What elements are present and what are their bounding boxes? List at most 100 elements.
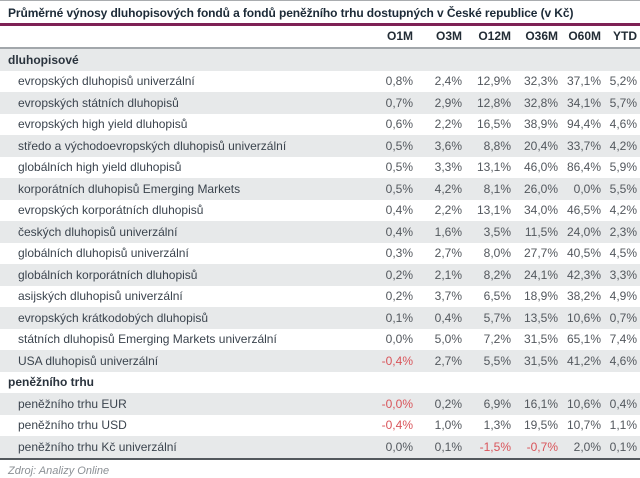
value-cell: 4,2% <box>609 203 637 218</box>
value-cell: 86,4% <box>566 160 601 175</box>
value-cell: 10,6% <box>561 307 604 329</box>
value-cell: 0,5% <box>364 135 416 157</box>
row-label: českých dluhopisů univerzální <box>0 221 364 243</box>
value-cell: 5,7% <box>465 307 514 329</box>
value-cell: 8,0% <box>483 246 511 261</box>
value-cell: 8,8% <box>465 135 514 157</box>
table-row: globálních korporátních dluhopisů 0,2% 2,1… <box>0 264 640 286</box>
value-cell: 12,9% <box>476 74 511 89</box>
value-cell: 5,0% <box>434 332 462 347</box>
value-cell: 37,1% <box>566 74 601 89</box>
column-header-o12m: O12M <box>465 26 514 49</box>
page-title: Průměrné výnosy dluhopisových fondů a fo… <box>0 1 640 26</box>
value-cell: 42,3% <box>561 264 604 286</box>
value-cell: 41,2% <box>561 350 604 372</box>
value-cell: 3,5% <box>465 221 514 243</box>
value-cell: 4,2% <box>604 135 640 157</box>
value-cell: 0,4% <box>364 221 416 243</box>
value-cell: 32,3% <box>523 74 558 89</box>
value-cell: -0,0% <box>364 393 416 415</box>
value-cell: 0,1% <box>604 436 640 458</box>
table-row: peněžního trhu EUR -0,0% 0,2% 6,9% 16,1% 10,6… <box>0 393 640 415</box>
table-row: asijských dluhopisů univerzální 0,2% 3,7% 6… <box>0 286 640 308</box>
row-label: USA dluhopisů univerzální <box>0 350 364 372</box>
value-cell: 3,6% <box>416 135 465 157</box>
value-cell: 2,1% <box>416 264 465 286</box>
row-label: peněžního trhu EUR <box>0 393 364 415</box>
value-cell: 7,2% <box>483 332 511 347</box>
column-header-o3m: O3M <box>416 26 465 49</box>
value-cell: -0,7% <box>514 436 561 458</box>
row-label: evropských krátkodobých dluhopisů <box>0 307 364 329</box>
value-cell: 2,2% <box>434 117 462 132</box>
value-cell: 1,1% <box>609 418 637 433</box>
value-cell: 13,1% <box>476 203 511 218</box>
value-cell: 0,4% <box>604 393 640 415</box>
row-label: peněžního trhu USD <box>18 418 127 433</box>
column-header-o36m: O36M <box>514 26 561 49</box>
value-cell: 34,0% <box>523 203 558 218</box>
value-cell: 0,5% <box>385 160 413 175</box>
row-label: korporátních dluhopisů Emerging Markets <box>0 178 364 200</box>
value-cell: 33,7% <box>561 135 604 157</box>
value-cell: 3,3% <box>434 160 462 175</box>
row-label: evropských high yield dluhopisů <box>18 117 188 132</box>
value-cell: 0,4% <box>385 203 413 218</box>
value-cell: 10,6% <box>561 393 604 415</box>
table-row: peněžního trhu Kč univerzální 0,0% 0,1% -1,… <box>0 436 640 458</box>
value-cell: 1,6% <box>416 221 465 243</box>
value-cell: 11,5% <box>514 221 561 243</box>
value-cell: 46,0% <box>523 160 558 175</box>
value-cell: 94,4% <box>566 117 601 132</box>
section-header-row: peněžního trhu <box>0 372 640 394</box>
table-header-row: O1M O3M O12M O36M O60M YTD <box>0 26 640 49</box>
table-row: globálních dluhopisů univerzální 0,3% 2,7%… <box>0 243 640 265</box>
row-label: evropských dluhopisů univerzální <box>18 74 195 89</box>
table-row: korporátních dluhopisů Emerging Markets 0… <box>0 178 640 200</box>
value-cell: 1,3% <box>483 418 511 433</box>
table-row: středo a východoevropských dluhopisů uni… <box>0 135 640 157</box>
returns-table: O1M O3M O12M O36M O60M YTD dluhopisové ev… <box>0 26 640 458</box>
value-cell: 0,2% <box>416 393 465 415</box>
table-bottom-rule <box>0 457 640 460</box>
value-cell: 26,0% <box>514 178 561 200</box>
value-cell: 38,9% <box>523 117 558 132</box>
value-cell: 0,0% <box>364 436 416 458</box>
value-cell: 5,7% <box>604 92 640 114</box>
value-cell: 0,1% <box>364 307 416 329</box>
value-cell: 31,5% <box>523 332 558 347</box>
source-note: Zdroj: Analizy Online <box>8 464 110 477</box>
value-cell: 2,4% <box>434 74 462 89</box>
value-cell: 4,5% <box>609 246 637 261</box>
value-cell: 40,5% <box>566 246 601 261</box>
column-header-ytd: YTD <box>604 26 640 49</box>
row-label: asijských dluhopisů univerzální <box>18 289 183 304</box>
value-cell: -0,4% <box>364 350 416 372</box>
value-cell: 2,3% <box>604 221 640 243</box>
value-cell: 16,1% <box>514 393 561 415</box>
value-cell: 0,2% <box>364 264 416 286</box>
value-cell: 5,2% <box>609 74 637 89</box>
value-cell: 8,1% <box>465 178 514 200</box>
value-cell: 0,3% <box>385 246 413 261</box>
table-row: evropských high yield dluhopisů 0,6% 2,2% 1… <box>0 114 640 136</box>
value-cell: 7,4% <box>609 332 637 347</box>
column-header-name <box>0 26 364 49</box>
value-cell: 2,2% <box>434 203 462 218</box>
value-cell: 27,7% <box>523 246 558 261</box>
value-cell: 13,1% <box>476 160 511 175</box>
value-cell: 19,5% <box>523 418 558 433</box>
table-row: peněžního trhu USD -0,4% 1,0% 1,3% 19,5% 10,7… <box>0 415 640 437</box>
value-cell: 5,5% <box>604 178 640 200</box>
value-cell: 6,5% <box>483 289 511 304</box>
table-row: globálních high yield dluhopisů 0,5% 3,3% 1… <box>0 157 640 179</box>
value-cell: 0,0% <box>561 178 604 200</box>
value-cell: 31,5% <box>514 350 561 372</box>
value-cell: 4,9% <box>609 289 637 304</box>
value-cell: 6,9% <box>465 393 514 415</box>
value-cell: 38,2% <box>566 289 601 304</box>
table-row: evropských krátkodobých dluhopisů 0,1% 0,4… <box>0 307 640 329</box>
value-cell: 1,0% <box>434 418 462 433</box>
value-cell: 34,1% <box>561 92 604 114</box>
value-cell: 24,0% <box>561 221 604 243</box>
